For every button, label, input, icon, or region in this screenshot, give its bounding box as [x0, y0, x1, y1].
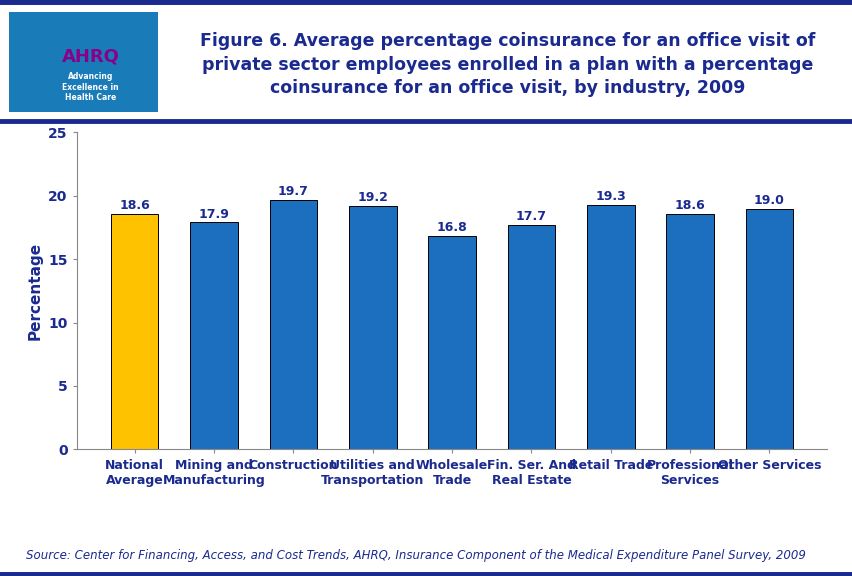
Text: 18.6: 18.6 [674, 199, 705, 212]
Bar [507, 225, 555, 449]
Text: 17.9: 17.9 [199, 207, 229, 221]
Bar [428, 236, 475, 449]
Bar [586, 204, 634, 449]
Text: 19.2: 19.2 [357, 191, 388, 204]
Text: 17.7: 17.7 [515, 210, 546, 223]
Text: 19.0: 19.0 [753, 194, 784, 207]
Bar [348, 206, 396, 449]
Text: 16.8: 16.8 [436, 222, 467, 234]
Bar [745, 209, 792, 449]
Bar [111, 214, 158, 449]
Y-axis label: Percentage: Percentage [27, 242, 43, 340]
Text: Advancing
Excellence in
Health Care: Advancing Excellence in Health Care [62, 72, 118, 102]
Text: 18.6: 18.6 [119, 199, 150, 212]
Text: Figure 6. Average percentage coinsurance for an office visit of
private sector e: Figure 6. Average percentage coinsurance… [199, 32, 815, 97]
Bar [269, 200, 317, 449]
Text: 19.7: 19.7 [278, 185, 308, 198]
Bar [665, 214, 713, 449]
Text: AHRQ: AHRQ [61, 48, 119, 66]
Text: Source: Center for Financing, Access, and Cost Trends, AHRQ, Insurance Component: Source: Center for Financing, Access, an… [26, 548, 804, 562]
Text: 19.3: 19.3 [595, 190, 625, 203]
Bar [190, 222, 238, 449]
